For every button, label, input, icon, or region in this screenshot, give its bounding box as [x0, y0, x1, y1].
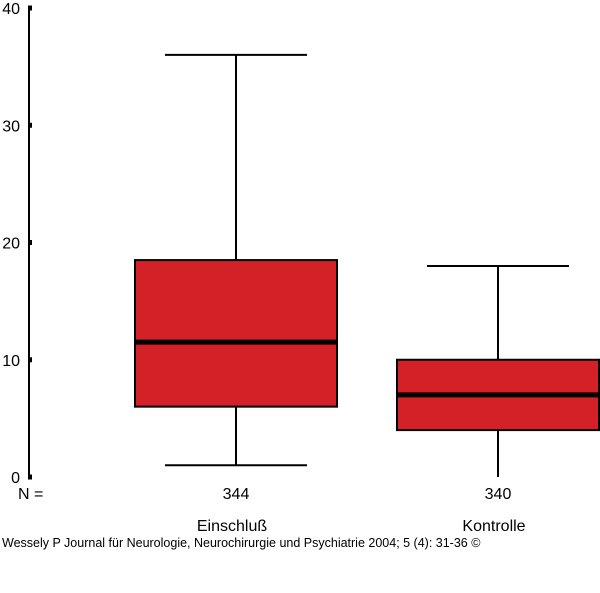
category-labels: N = 344 Einschluß 340 Kontrolle	[18, 486, 526, 535]
box-plot-chart: 0 10 20 30 40 N = 344 Einschluß 340 Kontrolle	[2, 1, 600, 535]
y-tick-label: 0	[11, 470, 20, 487]
y-tick-mark	[28, 357, 32, 363]
n-count-label: 340	[485, 486, 512, 503]
y-tick-label: 10	[2, 353, 20, 370]
y-tick-label: 40	[2, 1, 20, 18]
y-tick-mark	[28, 5, 32, 11]
y-tick-mark	[28, 240, 32, 245]
category-label: Kontrolle	[462, 518, 525, 535]
y-axis: 0 10 20 30 40	[2, 1, 32, 487]
boxes	[134, 53, 600, 477]
source-caption: Wessely P Journal für Neurologie, Neuroc…	[2, 536, 481, 550]
category-label: Einschluß	[197, 518, 267, 535]
y-tick-mark	[28, 474, 32, 480]
y-tick-mark	[28, 122, 32, 128]
iqr-box	[134, 259, 338, 408]
n-count-label: 344	[223, 486, 250, 503]
n-label: N =	[18, 486, 43, 503]
y-tick-label: 20	[2, 236, 20, 253]
y-tick-label: 30	[2, 118, 20, 135]
